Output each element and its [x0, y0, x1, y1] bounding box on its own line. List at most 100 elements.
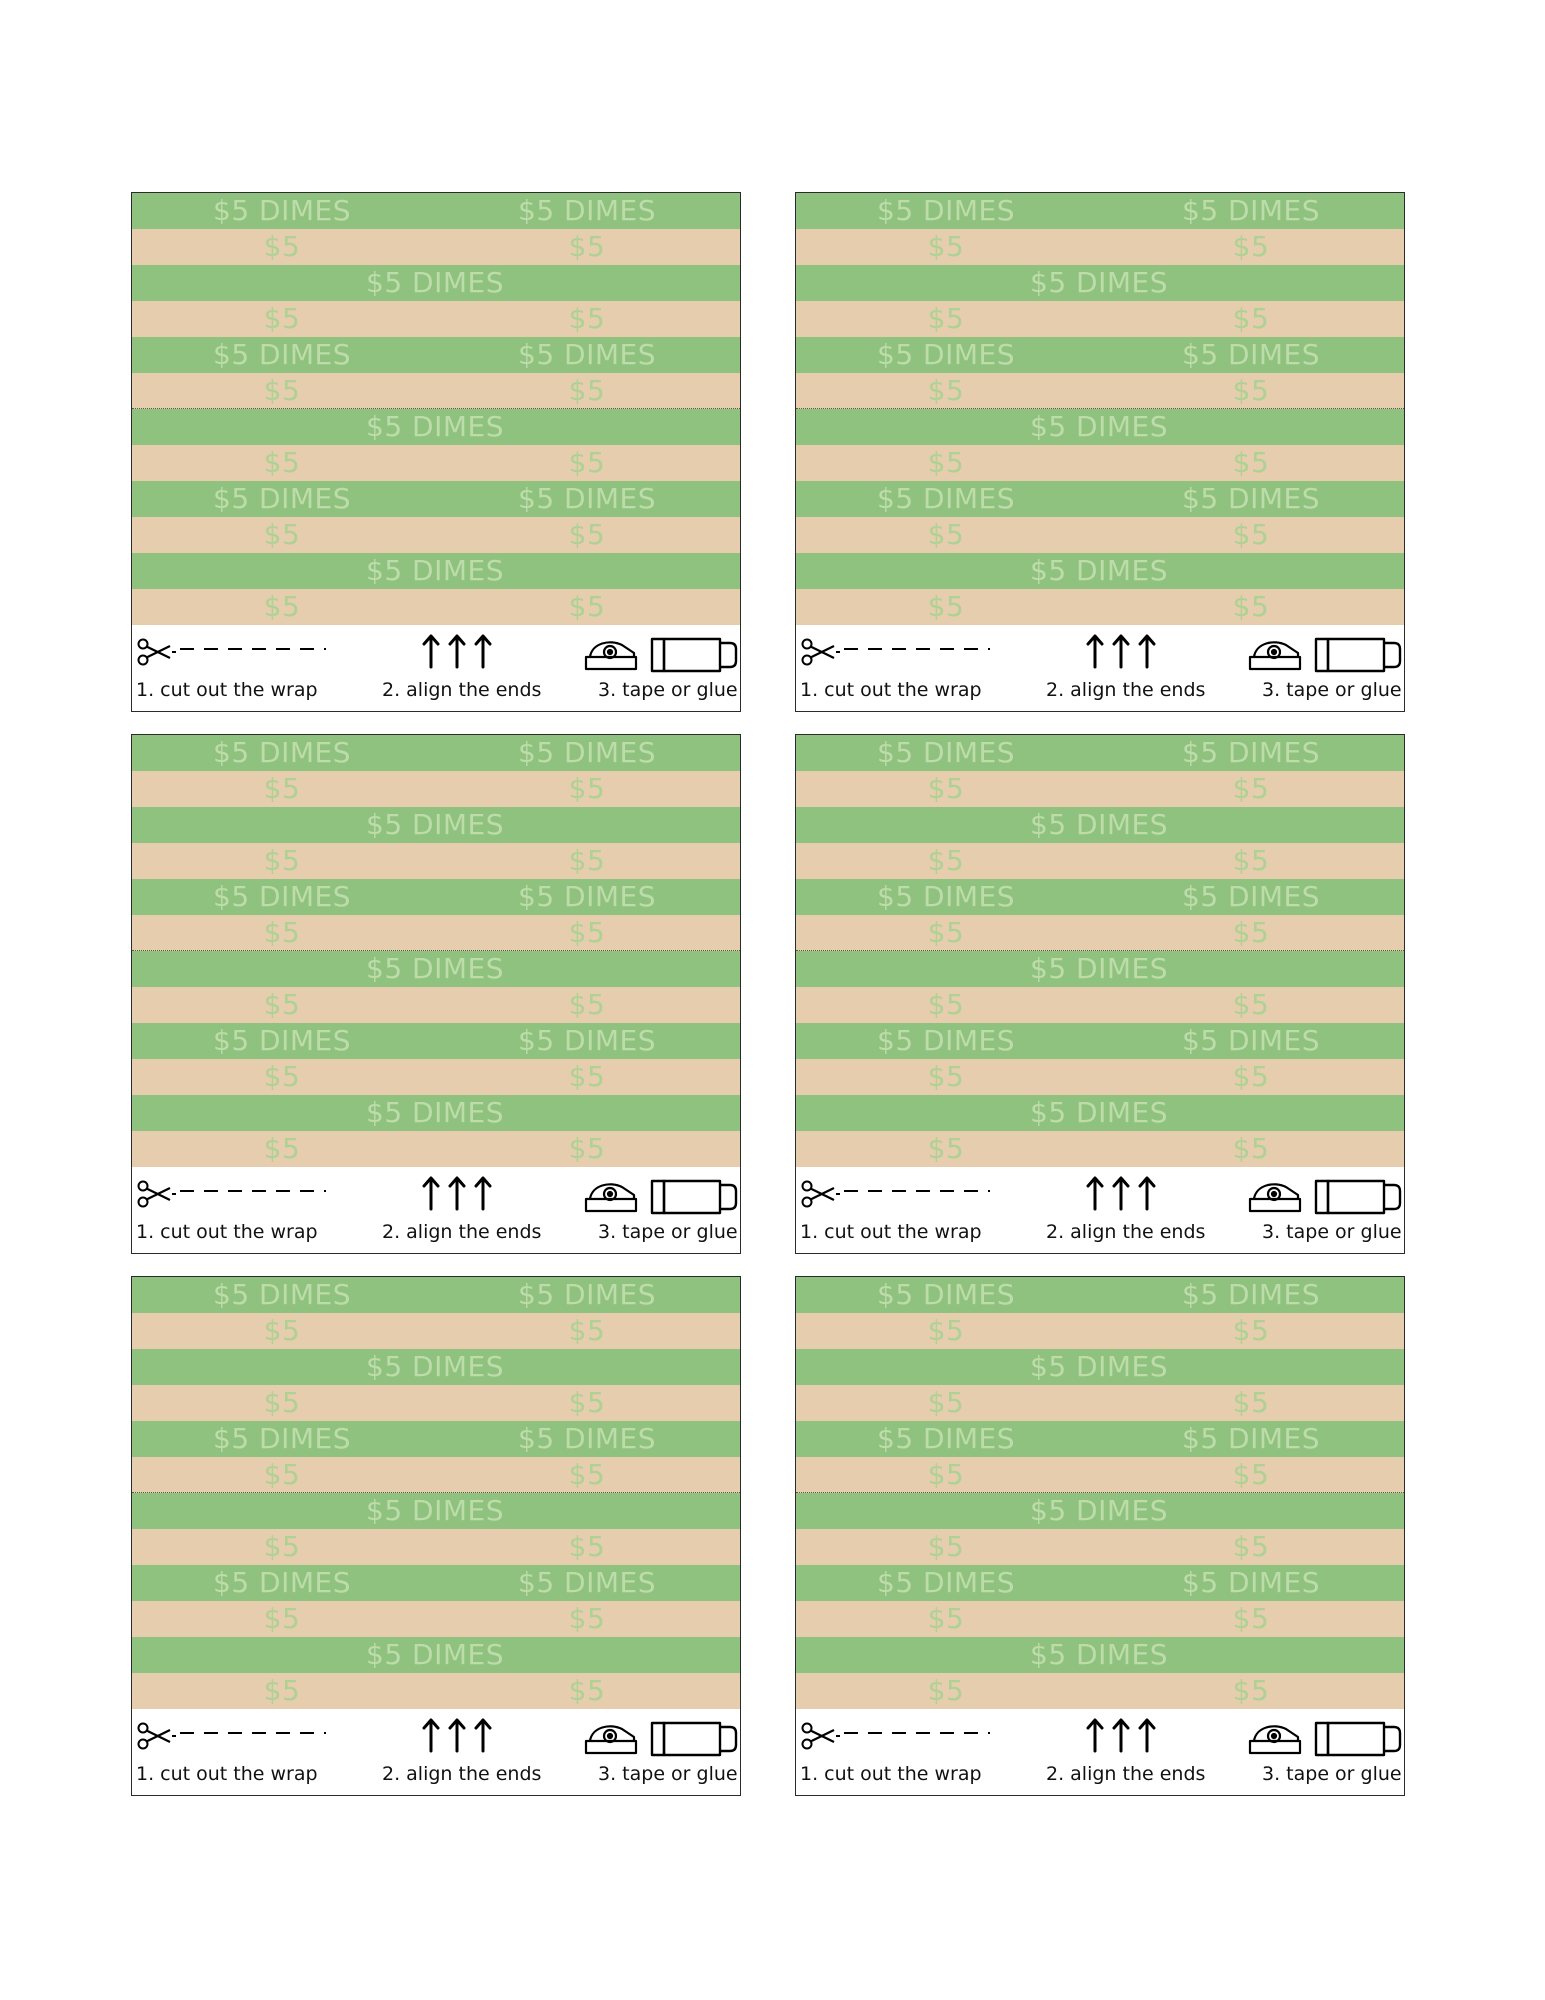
green-band: $5 DIMES — [132, 1095, 740, 1131]
dimes-label: $5 DIMES — [518, 880, 656, 913]
green-band: $5 DIMES $5 DIMES — [796, 1565, 1404, 1601]
tan-band: $5 $5 — [132, 1131, 740, 1167]
dimes-label: $5 DIMES — [366, 1638, 504, 1671]
glue-stick-icon — [1314, 1179, 1402, 1215]
amount-label: $5 — [927, 1314, 965, 1347]
amount-label: $5 — [263, 1060, 301, 1093]
fold-line — [796, 950, 1404, 951]
green-band: $5 DIMES — [132, 409, 740, 445]
dimes-label: $5 DIMES — [213, 338, 351, 371]
amount-label: $5 — [1232, 1530, 1270, 1563]
amount-label: $5 — [263, 1530, 301, 1563]
up-arrows-icon — [422, 1718, 492, 1753]
amount-label: $5 — [263, 1674, 301, 1707]
tan-band: $5 $5 — [796, 1529, 1404, 1565]
up-arrows-icon — [422, 634, 492, 669]
step-cut-label: 1. cut out the wrap — [800, 679, 982, 701]
step-tape-label: 3. tape or glue — [1262, 679, 1402, 701]
dimes-label: $5 DIMES — [366, 410, 504, 443]
instructions-footer: 1. cut out the wrap 2. align the ends 3.… — [796, 1167, 1404, 1253]
dimes-label: $5 DIMES — [1030, 554, 1168, 587]
amount-label: $5 — [263, 844, 301, 877]
dimes-label: $5 DIMES — [1182, 338, 1320, 371]
tan-band: $5 $5 — [132, 373, 740, 409]
step-align-label: 2. align the ends — [382, 1763, 542, 1785]
wrapper-stripes: $5 DIMES $5 DIMES $5 $5 $5 DIMES $5 $5 $5 DIMES… — [132, 1277, 740, 1709]
cut-dashed-line — [180, 1190, 326, 1192]
dimes-label: $5 DIMES — [1030, 410, 1168, 443]
amount-label: $5 — [927, 1530, 965, 1563]
amount-label: $5 — [1232, 1060, 1270, 1093]
coin-wrapper: $5 DIMES $5 DIMES $5 $5 $5 DIMES $5 $5 $5 DIMES… — [131, 734, 741, 1254]
tape-dispenser-icon — [1248, 641, 1302, 671]
tan-band: $5 $5 — [132, 1601, 740, 1637]
step-align-label: 2. align the ends — [382, 679, 542, 701]
tan-band: $5 $5 — [132, 301, 740, 337]
step-tape-label: 3. tape or glue — [1262, 1763, 1402, 1785]
step-cut-label: 1. cut out the wrap — [136, 679, 318, 701]
amount-label: $5 — [1232, 590, 1270, 623]
dimes-label: $5 DIMES — [1182, 736, 1320, 769]
amount-label: $5 — [1232, 916, 1270, 949]
dimes-label: $5 DIMES — [213, 1566, 351, 1599]
dimes-label: $5 DIMES — [877, 736, 1015, 769]
green-band: $5 DIMES — [132, 807, 740, 843]
amount-label: $5 — [263, 772, 301, 805]
green-band: $5 DIMES $5 DIMES — [132, 193, 740, 229]
green-band: $5 DIMES — [796, 1095, 1404, 1131]
tan-band: $5 $5 — [132, 915, 740, 951]
amount-label: $5 — [568, 230, 606, 263]
dimes-label: $5 DIMES — [1030, 808, 1168, 841]
dimes-label: $5 DIMES — [1030, 952, 1168, 985]
tan-band: $5 $5 — [796, 1601, 1404, 1637]
step-tape-label: 3. tape or glue — [598, 1221, 738, 1243]
tan-band: $5 $5 — [796, 1131, 1404, 1167]
step-align-label: 2. align the ends — [382, 1221, 542, 1243]
amount-label: $5 — [568, 988, 606, 1021]
dimes-label: $5 DIMES — [1182, 880, 1320, 913]
green-band: $5 DIMES — [132, 1637, 740, 1673]
amount-label: $5 — [927, 230, 965, 263]
dimes-label: $5 DIMES — [213, 880, 351, 913]
dimes-label: $5 DIMES — [1030, 1494, 1168, 1527]
amount-label: $5 — [927, 1674, 965, 1707]
cut-dashed-line — [844, 648, 990, 650]
dimes-label: $5 DIMES — [366, 952, 504, 985]
tan-band: $5 $5 — [796, 1385, 1404, 1421]
instructions-footer: 1. cut out the wrap 2. align the ends 3.… — [796, 1709, 1404, 1795]
amount-label: $5 — [568, 518, 606, 551]
green-band: $5 DIMES — [132, 553, 740, 589]
up-arrows-icon — [1086, 1718, 1156, 1753]
coin-wrapper: $5 DIMES $5 DIMES $5 $5 $5 DIMES $5 $5 $5 DIMES… — [795, 734, 1405, 1254]
amount-label: $5 — [568, 772, 606, 805]
tan-band: $5 $5 — [796, 915, 1404, 951]
dimes-label: $5 DIMES — [366, 1096, 504, 1129]
amount-label: $5 — [568, 1602, 606, 1635]
amount-label: $5 — [263, 230, 301, 263]
dimes-label: $5 DIMES — [518, 194, 656, 227]
dimes-label: $5 DIMES — [518, 736, 656, 769]
amount-label: $5 — [1232, 302, 1270, 335]
step-cut-label: 1. cut out the wrap — [800, 1221, 982, 1243]
scissors-icon — [801, 1180, 840, 1208]
amount-label: $5 — [568, 1458, 606, 1491]
tan-band: $5 $5 — [796, 517, 1404, 553]
amount-label: $5 — [568, 1530, 606, 1563]
amount-label: $5 — [927, 1060, 965, 1093]
up-arrows-icon — [1086, 1176, 1156, 1211]
dimes-label: $5 DIMES — [1182, 1278, 1320, 1311]
dimes-label: $5 DIMES — [1030, 1350, 1168, 1383]
amount-label: $5 — [927, 844, 965, 877]
amount-label: $5 — [1232, 1602, 1270, 1635]
up-arrows-icon — [1086, 634, 1156, 669]
amount-label: $5 — [1232, 1674, 1270, 1707]
coin-wrapper: $5 DIMES $5 DIMES $5 $5 $5 DIMES $5 $5 $5 DIMES… — [795, 192, 1405, 712]
tan-band: $5 $5 — [796, 373, 1404, 409]
fold-line — [796, 408, 1404, 409]
tan-band: $5 $5 — [132, 1673, 740, 1709]
dimes-label: $5 DIMES — [213, 1278, 351, 1311]
amount-label: $5 — [1232, 844, 1270, 877]
green-band: $5 DIMES $5 DIMES — [132, 1023, 740, 1059]
coin-wrapper: $5 DIMES $5 DIMES $5 $5 $5 DIMES $5 $5 $5 DIMES… — [795, 1276, 1405, 1796]
green-band: $5 DIMES — [796, 951, 1404, 987]
